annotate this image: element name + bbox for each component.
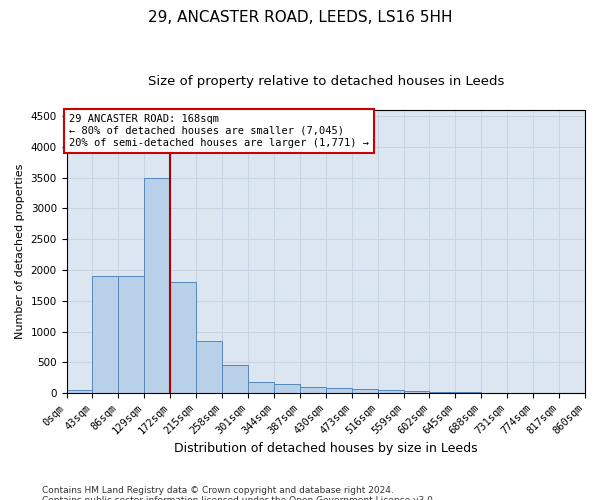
Bar — [300, 387, 326, 393]
Bar — [144, 178, 170, 393]
Bar — [222, 366, 248, 393]
X-axis label: Distribution of detached houses by size in Leeds: Distribution of detached houses by size … — [174, 442, 478, 455]
Bar — [455, 392, 481, 393]
Bar — [377, 390, 404, 393]
Bar — [92, 276, 118, 393]
Bar — [196, 341, 222, 393]
Bar — [118, 276, 144, 393]
Bar — [274, 384, 300, 393]
Bar — [326, 388, 352, 393]
Bar — [352, 388, 377, 393]
Bar — [404, 392, 430, 393]
Bar — [481, 392, 507, 393]
Title: Size of property relative to detached houses in Leeds: Size of property relative to detached ho… — [148, 75, 504, 88]
Y-axis label: Number of detached properties: Number of detached properties — [15, 164, 25, 340]
Text: 29, ANCASTER ROAD, LEEDS, LS16 5HH: 29, ANCASTER ROAD, LEEDS, LS16 5HH — [148, 10, 452, 25]
Text: Contains HM Land Registry data © Crown copyright and database right 2024.: Contains HM Land Registry data © Crown c… — [42, 486, 394, 495]
Text: 29 ANCASTER ROAD: 168sqm
← 80% of detached houses are smaller (7,045)
20% of sem: 29 ANCASTER ROAD: 168sqm ← 80% of detach… — [69, 114, 369, 148]
Bar — [248, 382, 274, 393]
Bar — [170, 282, 196, 393]
Bar — [67, 390, 92, 393]
Text: Contains public sector information licensed under the Open Government Licence v3: Contains public sector information licen… — [42, 496, 436, 500]
Bar — [430, 392, 455, 393]
